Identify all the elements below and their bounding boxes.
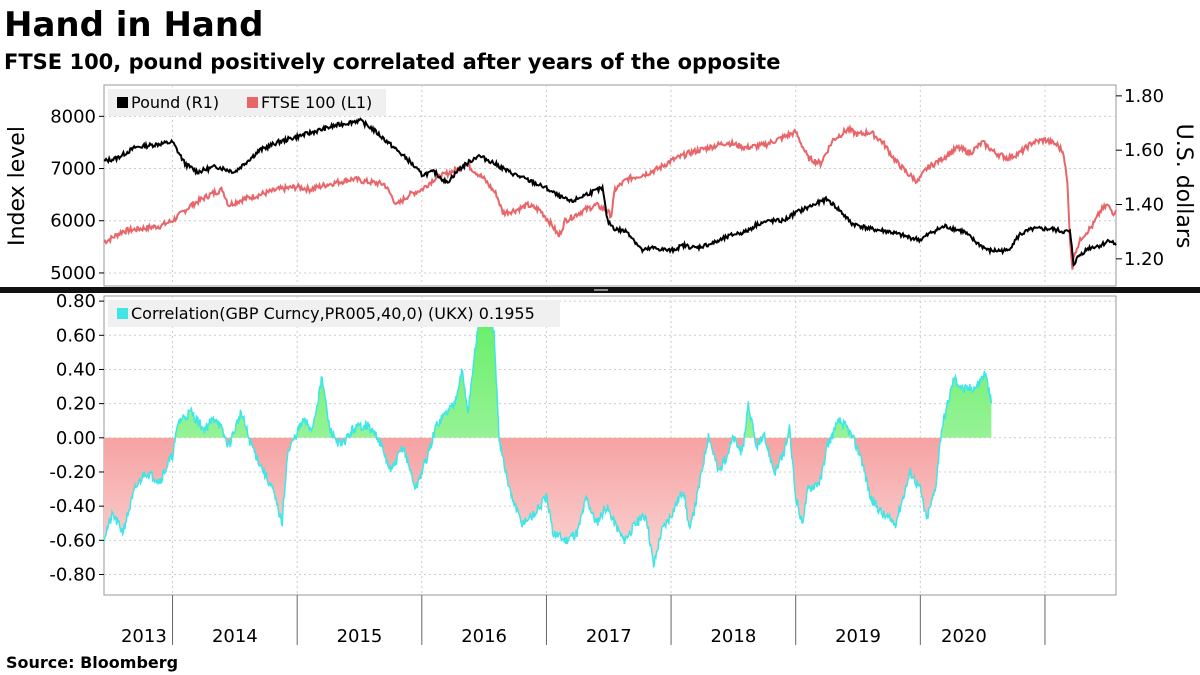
left-tick-label: 6000 [50,211,96,232]
left-tick-label: 7000 [50,159,96,180]
right-tick-label: 1.40 [1124,195,1164,216]
ftse-100-line [103,123,1117,270]
legend-swatch-pound [117,97,128,108]
bottom-legend-box [108,300,560,327]
legend-swatch-ftse [247,97,258,108]
pound-line [103,117,1117,268]
panel-divider [0,287,1200,293]
correlation-negative-area [104,437,941,568]
correlation-tick-label: 0.00 [56,428,96,449]
left-tick-label: 5000 [50,263,96,284]
correlation-tick-label: 0.40 [56,359,96,380]
bottom-series [103,311,993,568]
x-tick-label: 2019 [835,626,881,647]
bottom-legend: Correlation(GBP Curncy,PR005,40,0) (UKX)… [108,300,560,327]
x-tick-label: 2013 [121,626,167,647]
right-axis-ticks: 1.80 1.60 1.40 1.20 [1116,86,1164,270]
right-tick-label: 1.60 [1124,140,1164,161]
x-tick-label: 2016 [461,626,507,647]
correlation-tick-label: -0.80 [49,564,96,585]
legend-label-ftse: FTSE 100 (L1) [261,93,372,112]
chart-subtitle: FTSE 100, pound positively correlated af… [4,50,780,74]
x-axis: 2013 2014 2015 2016 2017 2018 2019 2020 [104,594,1116,647]
correlation-tick-label: 0.60 [56,325,96,346]
legend-label-pound: Pound (R1) [131,93,219,112]
right-axis-title: U.S. dollars [1171,124,1196,249]
legend-swatch-correlation [117,308,128,319]
correlation-tick-label: 0.20 [56,394,96,415]
top-legend: Pound (R1) FTSE 100 (L1) [108,89,386,116]
correlation-tick-label: 0.80 [56,291,96,312]
correlation-tick-label: -0.40 [49,496,96,517]
correlation-line [103,311,993,568]
bottom-panel: 0.80 0.60 0.40 0.20 0.00 -0.20 -0.40 -0.60 -0.80… [49,291,1117,596]
correlation-tick-label: -0.60 [49,530,96,551]
panel-divider-grip [594,289,608,291]
x-tick-label: 2017 [586,626,632,647]
left-tick-label: 8000 [50,106,96,127]
correlation-tick-label: -0.20 [49,462,96,483]
chart-title: Hand in Hand [4,5,263,45]
top-series [103,117,1117,270]
x-tick-label: 2014 [212,626,258,647]
left-axis-ticks: 8000 7000 6000 5000 [50,106,104,284]
x-tick-label: 2015 [337,626,383,647]
x-axis-labels: 2013 2014 2015 2016 2017 2018 2019 2020 [121,595,1046,647]
legend-label-correlation: Correlation(GBP Curncy,PR005,40,0) (UKX)… [131,304,535,323]
x-tick-label: 2018 [710,626,756,647]
top-panel: 8000 7000 6000 5000 1.80 1.60 1.40 1.20 Index … [5,84,1196,287]
left-axis-title: Index level [5,126,30,246]
correlation-axis-ticks: 0.80 0.60 0.40 0.20 0.00 -0.20 -0.40 -0.60 -0.80 [49,291,104,585]
right-tick-label: 1.80 [1124,86,1164,107]
top-panel-frame [103,84,1117,287]
x-tick-label: 2020 [941,626,987,647]
source-note: Source: Bloomberg [6,653,178,672]
right-tick-label: 1.20 [1124,249,1164,270]
